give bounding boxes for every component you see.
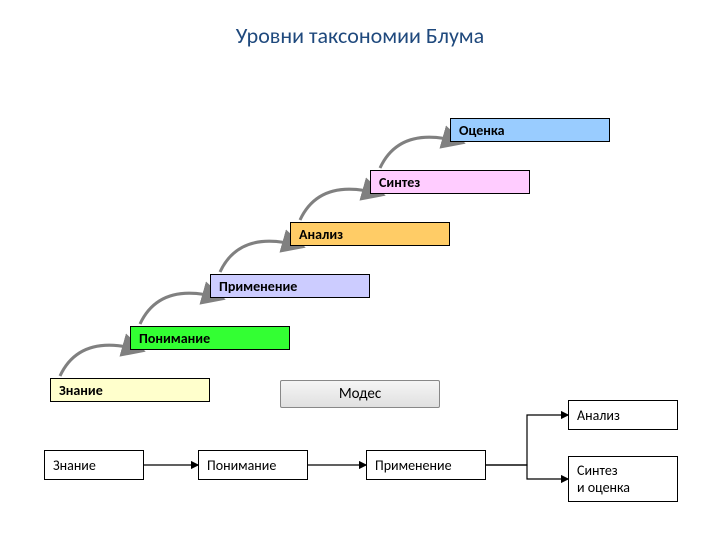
flow-edges [0,0,720,540]
